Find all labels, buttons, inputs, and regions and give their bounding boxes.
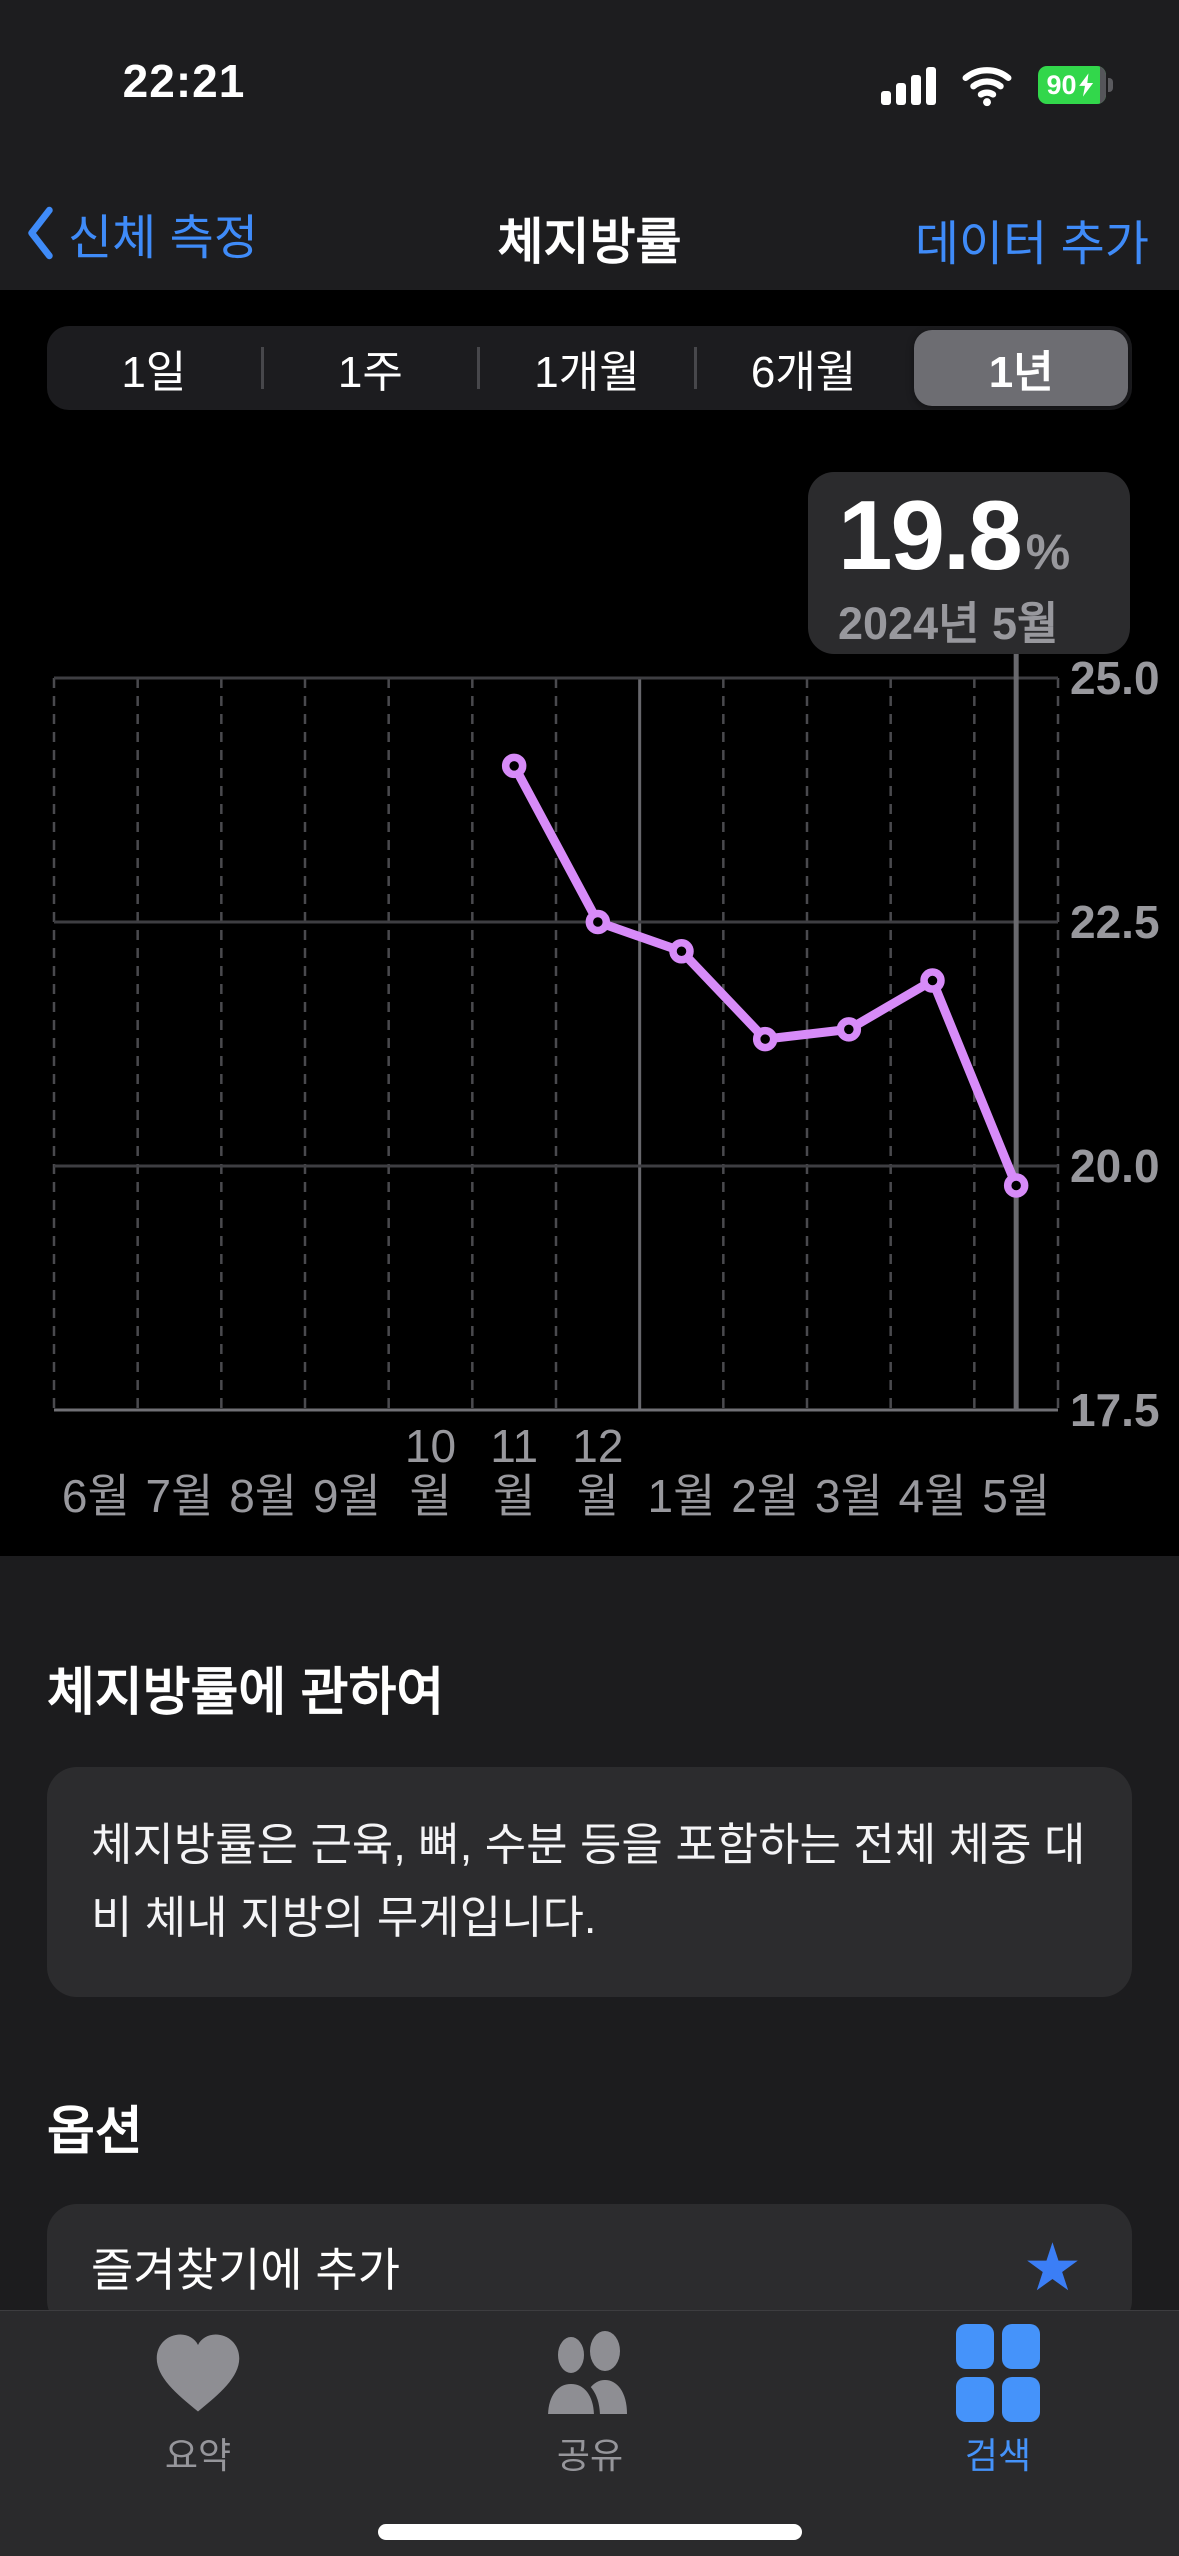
nav-bar: 신체 측정 체지방률 데이터 추가 (0, 188, 1179, 290)
content-section: 체지방률에 관하여 체지방률은 근육, 뼈, 수분 등을 포함하는 전체 체중 … (0, 1556, 1179, 2330)
y-tick-label: 22.5 (1070, 896, 1160, 948)
cellular-signal-icon (881, 65, 936, 105)
battery-nub (1108, 78, 1113, 92)
status-icons: 90 (881, 60, 1113, 110)
segment-option-1year[interactable]: 1년 (914, 330, 1128, 406)
battery-empty-sliver (1100, 66, 1106, 104)
x-tick-label: 11 (490, 1420, 538, 1472)
x-tick-label: 2월 (731, 1470, 799, 1520)
segment-option-6month[interactable]: 6개월 (750, 348, 857, 397)
tab-label: 공유 (556, 2435, 624, 2476)
battery-percent: 90 (1046, 69, 1077, 100)
status-nav-background (0, 0, 1179, 290)
y-tick-label: 20.0 (1070, 1140, 1160, 1192)
favorite-label: 즐겨찾기에 추가 (91, 2244, 401, 2296)
add-data-button[interactable]: 데이터 추가 (914, 218, 1149, 271)
x-tick-label: 3월 (815, 1470, 883, 1520)
star-icon[interactable]: ★ (1022, 2230, 1082, 2304)
options-heading: 옵션 (47, 2103, 143, 2161)
battery-icon: 90 (1038, 66, 1113, 104)
people-icon (541, 2331, 627, 2418)
segment-divider (693, 347, 697, 389)
x-tick-label: 월 (577, 1470, 619, 1520)
x-tick-label: 7월 (146, 1470, 214, 1520)
callout-period: 2024년 5월 (838, 597, 1059, 649)
y-tick-label: 17.5 (1070, 1384, 1160, 1436)
status-time: 22:21 (122, 55, 246, 107)
home-indicator[interactable] (377, 2524, 802, 2540)
data-point[interactable] (836, 1017, 862, 1042)
x-tick-label: 5월 (982, 1470, 1050, 1520)
data-point[interactable] (1003, 1173, 1029, 1198)
tab-browse[interactable]: 검색 (848, 2324, 1148, 2479)
x-tick-label: 월 (493, 1470, 535, 1520)
x-tick-label: 12 (572, 1420, 623, 1472)
about-heading: 체지방률에 관하여 (47, 1664, 445, 1722)
charging-bolt-icon (1078, 73, 1093, 97)
data-point[interactable] (501, 753, 527, 779)
x-tick-label: 4월 (899, 1470, 967, 1520)
data-point[interactable] (669, 939, 694, 964)
tab-label: 검색 (964, 2435, 1032, 2476)
data-point[interactable] (752, 1026, 778, 1052)
x-tick-label: 6월 (62, 1470, 130, 1520)
callout-value: 19.8 (838, 480, 1023, 590)
tab-sharing[interactable]: 공유 (440, 2329, 740, 2479)
back-button-label: 신체 측정 (68, 212, 258, 265)
wifi-icon (962, 67, 1012, 107)
tab-label: 요약 (164, 2435, 232, 2476)
heart-icon (156, 2334, 240, 2412)
segment-option-1day[interactable]: 1일 (121, 348, 187, 397)
about-card: 체지방률은 근육, 뼈, 수분 등을 포함하는 전체 체중 대비 체내 지방의 … (47, 1767, 1132, 1997)
segment-divider (477, 347, 481, 389)
favorite-row[interactable]: 즐겨찾기에 추가 ★ (47, 2204, 1132, 2330)
x-tick-label: 월 (409, 1470, 451, 1520)
back-button[interactable]: 신체 측정 (26, 198, 258, 268)
tab-summary[interactable]: 요약 (48, 2329, 348, 2479)
selected-value-callout: 19.8 % 2024년 5월 (808, 472, 1130, 654)
x-tick-label: 9월 (313, 1470, 381, 1520)
data-point[interactable] (920, 968, 945, 993)
callout-unit: % (1025, 524, 1071, 580)
x-tick-label: 8월 (229, 1470, 297, 1520)
data-point[interactable] (585, 909, 611, 935)
page-title: 체지방률 (497, 214, 682, 270)
range-segmented-control: 1일 1주 1개월 6개월 1년 (47, 326, 1132, 410)
about-body: 체지방률은 근육, 뼈, 수분 등을 포함하는 전체 체중 대비 체내 지방의 … (91, 1819, 1086, 1943)
x-tick-label: 10 (405, 1420, 456, 1472)
browse-grid-icon (956, 2324, 1040, 2422)
x-tick-label: 1월 (648, 1470, 716, 1520)
chevron-left-icon (28, 206, 53, 260)
segment-divider (260, 347, 264, 389)
tab-bar: 요약 공유 검색 (0, 2310, 1179, 2556)
y-tick-label: 25.0 (1070, 652, 1160, 704)
segment-option-1month[interactable]: 1개월 (534, 348, 640, 397)
segment-option-1week[interactable]: 1주 (337, 348, 403, 397)
